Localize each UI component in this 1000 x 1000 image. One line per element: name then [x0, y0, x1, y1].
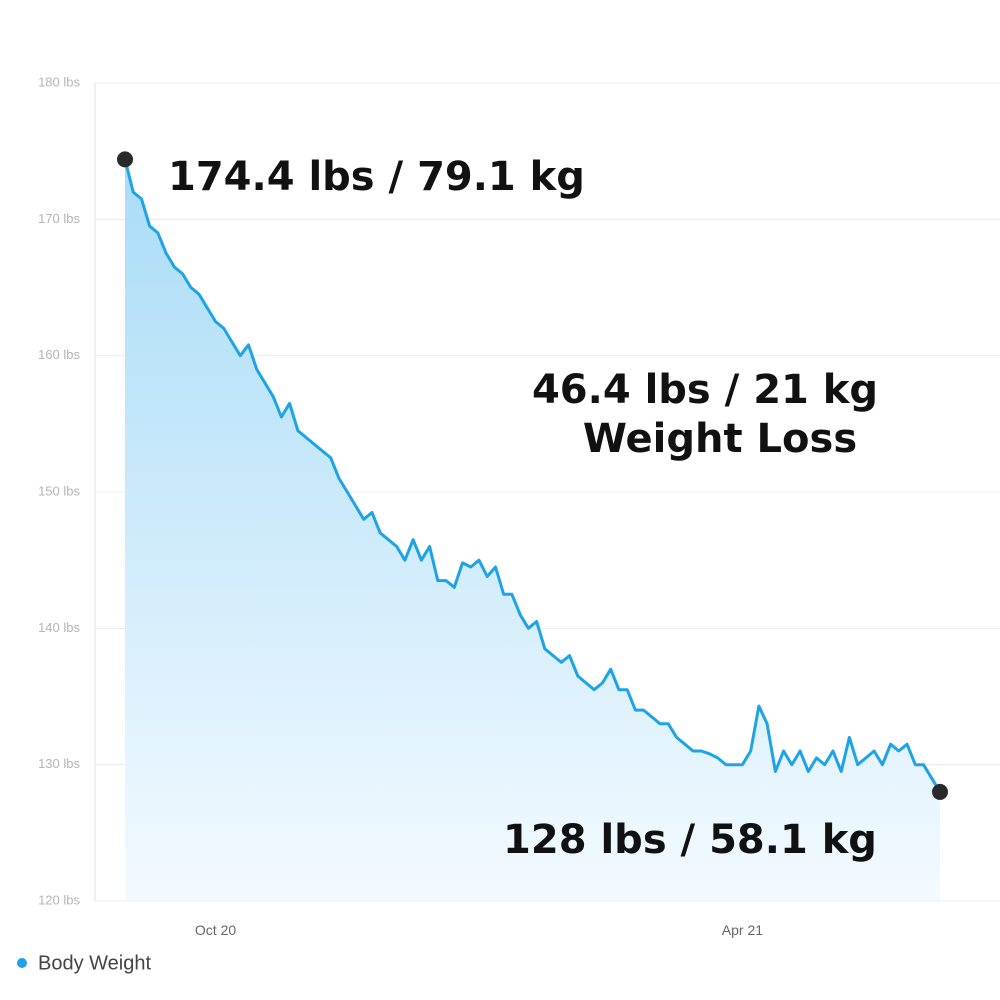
area-fill — [125, 159, 940, 902]
y-tick-label: 150 lbs — [38, 483, 80, 498]
legend-marker — [17, 958, 27, 968]
end-point — [932, 783, 948, 800]
line — [123, 158, 942, 793]
y-tick-label: 160 lbs — [38, 347, 80, 362]
x-tick-label: Apr 21 — [722, 922, 763, 938]
start-point — [117, 151, 133, 168]
annotation: 128 lbs / 58.1 kg — [503, 817, 877, 863]
y-tick-label: 170 lbs — [38, 211, 80, 226]
annotation: Weight Loss — [583, 416, 857, 462]
legend-label: Body Weight — [38, 952, 151, 974]
y-tick-label: 140 lbs — [38, 620, 80, 635]
annotation: 46.4 lbs / 21 kg — [532, 367, 878, 413]
y-tick-label: 120 lbs — [38, 892, 80, 907]
x-tick-label: Oct 20 — [195, 922, 236, 938]
annotation: 174.4 lbs / 79.1 kg — [168, 154, 585, 200]
y-tick-label: 180 lbs — [38, 74, 80, 89]
y-tick-label: 130 lbs — [38, 756, 80, 771]
